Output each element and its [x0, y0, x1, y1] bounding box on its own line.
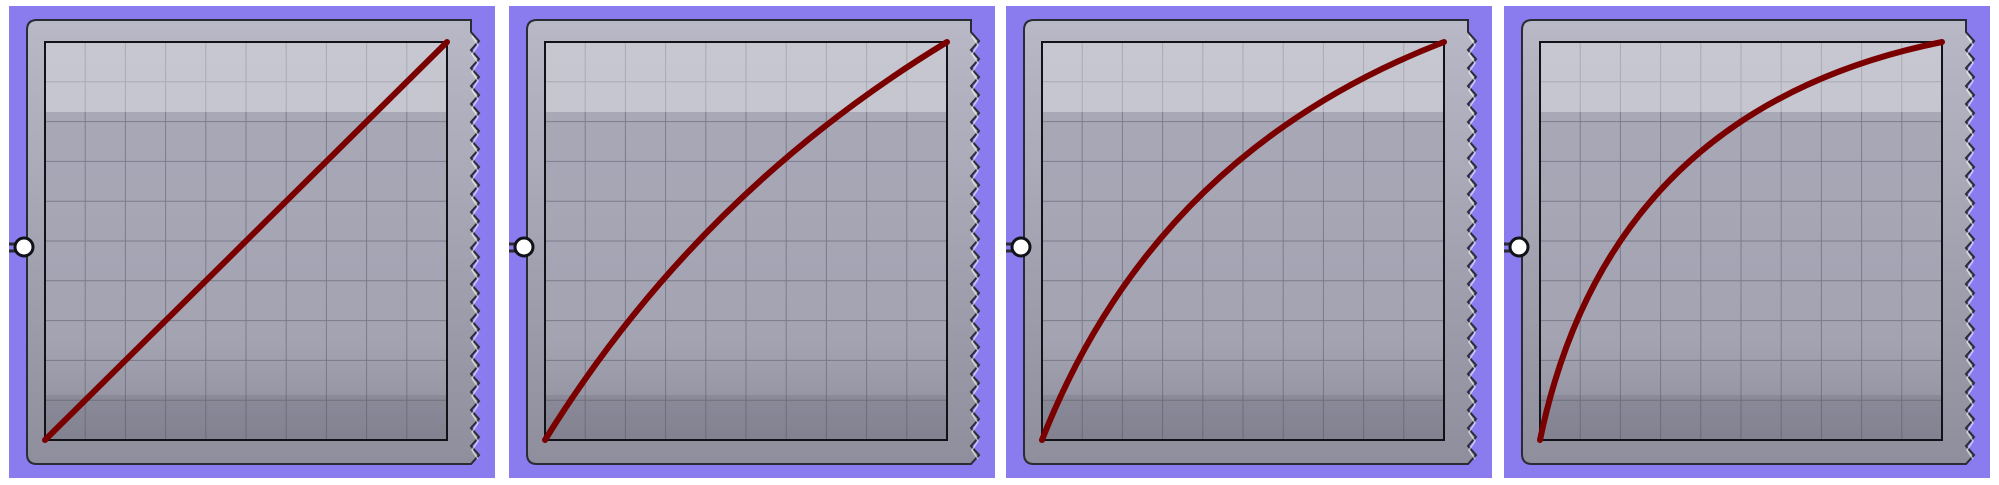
graph-frame [1539, 41, 1943, 441]
grid [45, 42, 447, 440]
input-port-icon[interactable] [1504, 236, 1530, 258]
input-port-circle[interactable] [13, 236, 35, 258]
output-zigzag-edge-icon [971, 35, 979, 460]
gloss-highlight [1540, 42, 1942, 112]
grid [1042, 42, 1444, 440]
input-port-icon[interactable] [1006, 236, 1032, 258]
graph-frame [44, 41, 448, 441]
graph-mapper-panel-1[interactable] [9, 6, 495, 478]
bottom-shade [45, 395, 447, 440]
grid [1540, 42, 1942, 440]
bottom-shade [1540, 395, 1942, 440]
graph-curve[interactable] [542, 39, 950, 443]
graph-curve[interactable] [42, 39, 450, 443]
graph-curve[interactable] [1537, 39, 1945, 443]
graph-mapper-svg [509, 6, 995, 478]
output-zigzag-edge-icon [1468, 35, 1476, 460]
bottom-shade [1042, 395, 1444, 440]
output-zigzag-edge-icon [1966, 35, 1974, 460]
graph-frame [544, 41, 948, 441]
input-port-icon[interactable] [509, 236, 535, 258]
input-port-circle[interactable] [1010, 236, 1032, 258]
graph-mapper-panel-4[interactable] [1504, 6, 1990, 478]
gloss-highlight [45, 42, 447, 112]
input-port-circle[interactable] [513, 236, 535, 258]
graph-frame [1041, 41, 1445, 441]
bottom-shade [545, 395, 947, 440]
gloss-highlight [545, 42, 947, 112]
input-port-circle[interactable] [1508, 236, 1530, 258]
output-zigzag-edge-icon [471, 35, 479, 460]
graph-mapper-svg [1006, 6, 1492, 478]
graph-curve[interactable] [1039, 39, 1447, 443]
input-port-icon[interactable] [9, 236, 35, 258]
grid [545, 42, 947, 440]
graph-mapper-panel-3[interactable] [1006, 6, 1492, 478]
graph-mapper-svg [9, 6, 495, 478]
graph-mapper-svg [1504, 6, 1990, 478]
graph-mapper-panel-2[interactable] [509, 6, 995, 478]
gloss-highlight [1042, 42, 1444, 112]
